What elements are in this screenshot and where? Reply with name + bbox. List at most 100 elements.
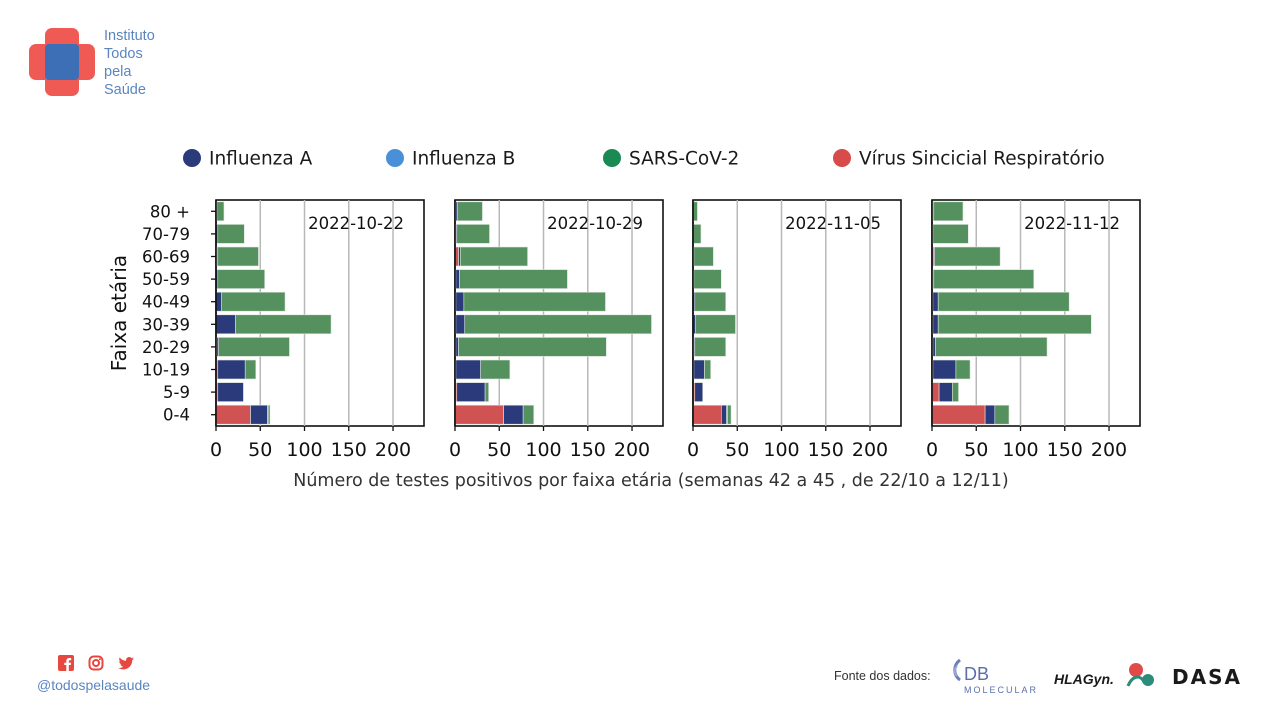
social-handle[interactable]: @todospelasaude	[37, 677, 151, 693]
bar-segment	[217, 224, 245, 244]
x-tick-label: 100	[763, 439, 799, 461]
x-tick-label: 100	[525, 439, 561, 461]
bar-segment	[455, 359, 481, 380]
bar-segment	[235, 314, 332, 335]
bar-segment	[503, 404, 524, 425]
x-tick-label: 150	[1047, 439, 1083, 461]
facebook-icon[interactable]	[58, 655, 74, 671]
bar-segment	[457, 201, 483, 222]
bar-segment	[933, 269, 1035, 289]
legend-marker	[833, 149, 851, 167]
bar-segment	[931, 382, 940, 402]
y-tick-label: 20-29	[142, 338, 190, 357]
chart-panel: 0 50 100 150 200 2022-11-12	[926, 199, 1141, 461]
bar-segment	[215, 404, 251, 425]
bar-segment	[464, 314, 652, 335]
molecular-logo-text: MOLECULAR	[964, 685, 1038, 695]
bar-segment	[952, 382, 959, 402]
y-axis-label: Faixa etária	[107, 255, 131, 371]
y-tick-label: 60-69	[142, 248, 190, 267]
bar-segment	[459, 269, 568, 289]
x-tick-label: 0	[687, 439, 699, 461]
bar-segment	[480, 359, 511, 380]
bar-segment	[456, 382, 486, 402]
bar-segment	[933, 201, 964, 222]
bar-segment	[455, 291, 465, 312]
brand-name-line: pela	[104, 64, 132, 80]
legend-marker	[603, 149, 621, 167]
bar-segment	[244, 359, 257, 380]
bar-segment	[217, 382, 244, 402]
bar-segment	[694, 337, 727, 357]
legend-label: Vírus Sincicial Respiratório	[859, 149, 1105, 170]
bar-segment	[455, 269, 460, 289]
bar-segment	[692, 224, 702, 244]
bar-segment	[932, 359, 957, 380]
y-tick-label: 80 +	[150, 202, 190, 221]
bar-segment	[721, 404, 727, 425]
chart-panel: 0 50 100 150 200 2022-10-29	[449, 199, 664, 461]
y-tick-label: 40-49	[142, 293, 190, 312]
bar-segment	[522, 404, 535, 425]
bar-segment	[217, 269, 265, 289]
hla-gyn-logo-text: HLAGyn.	[1054, 671, 1114, 687]
bar-segment	[955, 359, 971, 380]
bar-segment	[937, 314, 1092, 335]
bar-segment	[484, 382, 489, 402]
bar-segment	[215, 314, 236, 335]
bar-segment	[932, 314, 939, 335]
x-tick-label: 50	[725, 439, 749, 461]
bar-segment	[693, 246, 714, 267]
panel-title: 2022-10-29	[547, 214, 643, 233]
bar-segment	[938, 382, 953, 402]
brand-name-line: Saúde	[104, 82, 146, 98]
bar-segment	[704, 359, 712, 380]
x-tick-label: 150	[570, 439, 606, 461]
x-tick-label: 100	[1002, 439, 1038, 461]
x-tick-label: 0	[449, 439, 461, 461]
y-tick-label: 70-79	[142, 225, 190, 244]
instituto-todos-pela-saude-logo	[29, 28, 95, 96]
twitter-icon[interactable]	[118, 655, 134, 671]
panel-title: 2022-11-05	[785, 214, 881, 233]
y-tick-label: 5-9	[163, 383, 190, 402]
y-tick-label: 50-59	[142, 270, 190, 289]
x-tick-label: 150	[331, 439, 367, 461]
instagram-icon[interactable]	[88, 655, 104, 671]
legend-marker	[183, 149, 201, 167]
x-tick-label: 50	[964, 439, 988, 461]
dasa-logo-text: DASA	[1172, 665, 1240, 688]
x-tick-label: 50	[248, 439, 272, 461]
logo-cross-center	[45, 44, 79, 80]
bar-segment	[694, 291, 727, 312]
bar-segment	[267, 404, 271, 425]
brand-name: Instituto Todos pela Saúde	[104, 27, 155, 99]
chart-panel: 0 50 100 150 200 2022-10-22	[210, 199, 425, 461]
bar-segment	[456, 224, 490, 244]
brand-name-line: Todos	[104, 46, 143, 62]
chart-panel: 0 50 100 150 200 2022-11-05	[687, 199, 902, 461]
bar-segment	[932, 224, 969, 244]
x-tick-label: 0	[926, 439, 938, 461]
bar-segment	[455, 337, 459, 357]
legend-label: SARS-CoV-2	[629, 149, 739, 170]
panel-title: 2022-11-12	[1024, 214, 1120, 233]
bar-segment	[692, 404, 722, 425]
bar-segment	[454, 404, 504, 425]
bar-segment	[931, 404, 986, 425]
bar-segment	[727, 404, 732, 425]
x-tick-label: 200	[614, 439, 650, 461]
x-axis-label: Número de testes positivos por faixa etá…	[293, 471, 1009, 491]
bar-segment	[218, 337, 290, 357]
brand-name-line: Instituto	[104, 28, 155, 44]
y-tick-label: 0-4	[163, 406, 190, 425]
bar-segment	[932, 337, 936, 357]
bar-segment	[695, 314, 736, 335]
bar-segment	[217, 359, 246, 380]
bar-segment	[937, 291, 1070, 312]
db-molecular-logo: DB MOLECULAR	[953, 658, 1038, 695]
legend-marker	[386, 149, 404, 167]
bar-segment	[693, 359, 705, 380]
bar-segment	[934, 246, 1001, 267]
